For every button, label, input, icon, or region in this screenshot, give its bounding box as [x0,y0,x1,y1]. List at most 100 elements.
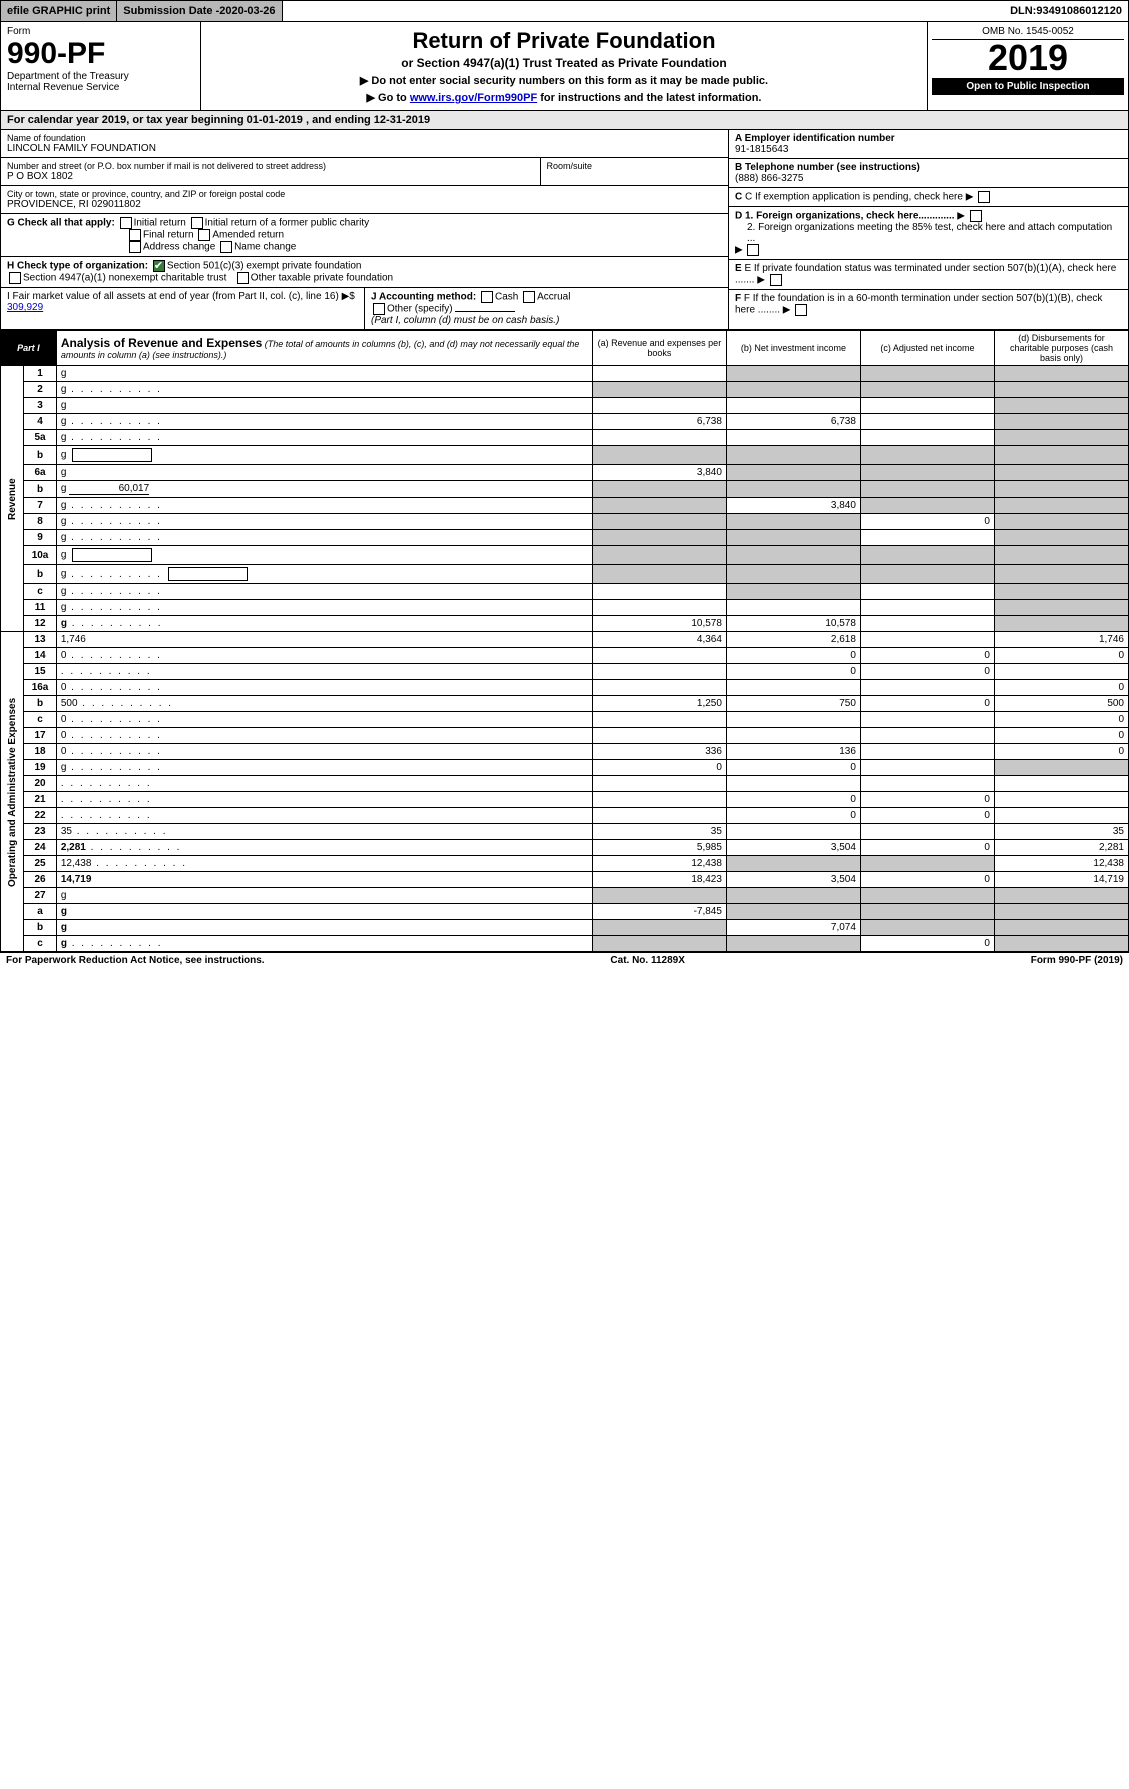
line-number: c [24,712,57,728]
table-row: 140000 [1,648,1129,664]
line-number: c [24,936,57,952]
cell-d [994,904,1128,920]
line-number: 20 [24,776,57,792]
chk-d2[interactable] [747,244,759,256]
cell-b [726,481,860,498]
fmv-value[interactable]: 309,929 [7,302,43,313]
line-desc: g [56,530,592,546]
chk-initial-former[interactable] [191,217,203,229]
cell-b [726,856,860,872]
instructions-link[interactable]: www.irs.gov/Form990PF [410,92,537,104]
cell-a: 6,738 [592,414,726,430]
cell-b: 0 [726,648,860,664]
line-number: 12 [24,616,57,632]
open-inspection: Open to Public Inspection [932,78,1124,95]
chk-address-change[interactable] [129,241,141,253]
line-number: b [24,565,57,584]
chk-501c3[interactable] [153,260,165,272]
cell-c: 0 [860,664,994,680]
chk-d1[interactable] [970,210,982,222]
cell-a [592,648,726,664]
g-check-row: G Check all that apply: Initial return I… [1,214,728,257]
instructions-link-line: ▶ Go to www.irs.gov/Form990PF for instru… [209,91,919,104]
table-row: 2512,43812,43812,438 [1,856,1129,872]
cell-b: 750 [726,696,860,712]
cell-c [860,744,994,760]
table-row: 1500 [1,664,1129,680]
submission-date-label: Submission Date - 2020-03-26 [117,1,282,21]
table-row: 2100 [1,792,1129,808]
chk-amended[interactable] [198,229,210,241]
table-row: 27g [1,888,1129,904]
cell-b: 2,618 [726,632,860,648]
line-desc [56,792,592,808]
cell-d [994,565,1128,584]
chk-other-method[interactable] [373,303,385,315]
cell-a: 0 [592,760,726,776]
line-desc: 0 [56,648,592,664]
chk-cash[interactable] [481,291,493,303]
cell-d: 0 [994,648,1128,664]
table-row: bg7,074 [1,920,1129,936]
cell-c [860,430,994,446]
cell-d [994,465,1128,481]
chk-f[interactable] [795,304,807,316]
cell-b: 0 [726,664,860,680]
cell-b [726,382,860,398]
cell-d [994,936,1128,952]
line-desc: g [56,366,592,382]
page-footer: For Paperwork Reduction Act Notice, see … [0,952,1129,968]
chk-e[interactable] [770,274,782,286]
cell-c: 0 [860,514,994,530]
h-check-row: H Check type of organization: Section 50… [1,257,728,288]
chk-c[interactable] [978,191,990,203]
table-row: 5ag [1,430,1129,446]
entity-info: Name of foundation LINCOLN FAMILY FOUNDA… [0,130,1129,330]
line-number: 24 [24,840,57,856]
cell-a [592,664,726,680]
chk-initial-return[interactable] [120,217,132,229]
chk-4947a1[interactable] [9,272,21,284]
chk-accrual[interactable] [523,291,535,303]
line-number: b [24,920,57,936]
chk-name-change[interactable] [220,241,232,253]
line-desc: g [56,600,592,616]
telephone: (888) 866-3275 [735,173,803,184]
table-row: 9g [1,530,1129,546]
cell-c [860,776,994,792]
table-row: 12g10,57810,578 [1,616,1129,632]
cell-a [592,514,726,530]
chk-other-taxable[interactable] [237,272,249,284]
line-desc: g [56,498,592,514]
cell-c [860,398,994,414]
line-number: 2 [24,382,57,398]
cell-c [860,616,994,632]
line-number: 19 [24,760,57,776]
calendar-year-line: For calendar year 2019, or tax year begi… [0,111,1129,130]
table-row: 4g6,7386,738 [1,414,1129,430]
form-ref: Form 990-PF (2019) [1031,955,1123,966]
table-row: 20 [1,776,1129,792]
line-number: 27 [24,888,57,904]
line-number: 1 [24,366,57,382]
cell-c [860,446,994,465]
chk-final-return[interactable] [129,229,141,241]
cell-d [994,888,1128,904]
cell-a: 5,985 [592,840,726,856]
cell-a [592,546,726,565]
line-number: b [24,696,57,712]
line-number: b [24,481,57,498]
table-row: 1700 [1,728,1129,744]
top-bar: efile GRAPHIC print Submission Date - 20… [0,0,1129,22]
cell-c [860,760,994,776]
cell-a: 10,578 [592,616,726,632]
line-desc: 1,746 [56,632,592,648]
efile-print-button[interactable]: efile GRAPHIC print [1,1,117,21]
line-desc: 12,438 [56,856,592,872]
f-60month: F F If the foundation is in a 60-month t… [729,290,1128,319]
line-number: 17 [24,728,57,744]
line-desc: g [56,904,592,920]
e-terminated: E E If private foundation status was ter… [729,260,1128,290]
table-row: 11g [1,600,1129,616]
col-d-hdr: (d) Disbursements for charitable purpose… [994,331,1128,366]
